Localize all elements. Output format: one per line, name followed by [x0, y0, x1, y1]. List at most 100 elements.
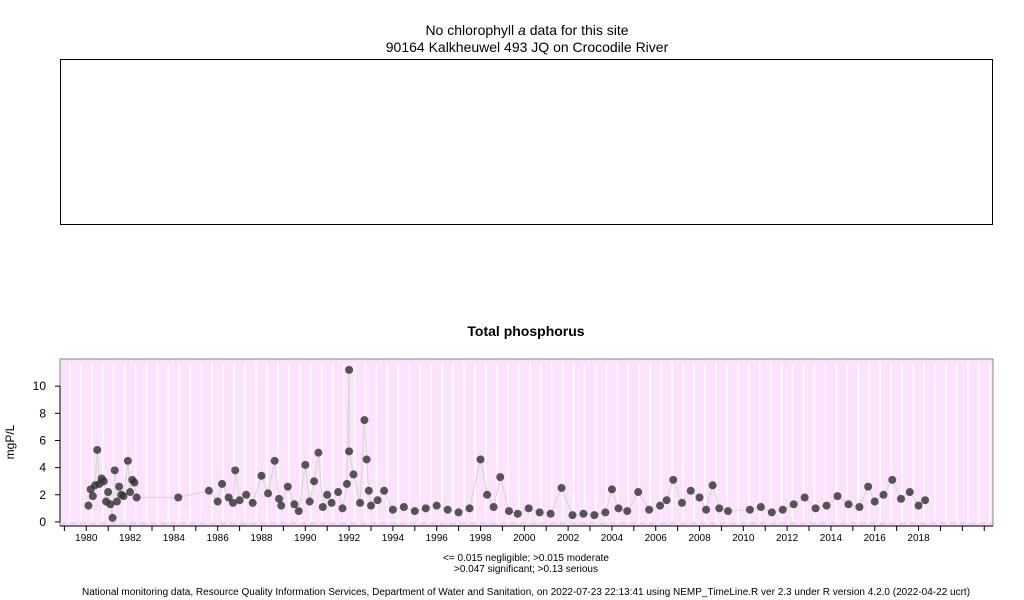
chlorophyll-empty-panel: [60, 59, 993, 225]
data-point: [879, 490, 888, 499]
data-point: [342, 479, 351, 488]
data-point: [454, 508, 463, 517]
y-tick-label: 4: [39, 461, 46, 475]
data-point: [88, 492, 97, 501]
data-point: [115, 482, 124, 491]
data-point: [702, 505, 711, 514]
x-tick-label: 2018: [907, 533, 930, 544]
data-point: [104, 488, 113, 497]
data-point: [318, 502, 327, 511]
data-point: [174, 493, 183, 502]
data-point: [715, 504, 724, 513]
data-point: [623, 507, 632, 516]
data-point: [833, 492, 842, 501]
data-point: [800, 493, 809, 502]
data-point: [323, 490, 332, 499]
data-point: [662, 496, 671, 505]
y-tick-label: 10: [33, 379, 47, 393]
data-point: [99, 477, 108, 486]
data-point: [110, 466, 119, 475]
data-point: [257, 471, 266, 480]
data-point: [811, 504, 820, 513]
data-point: [897, 494, 906, 503]
data-point: [601, 508, 610, 517]
data-point: [345, 365, 354, 374]
x-tick-label: 1990: [294, 533, 317, 544]
data-point: [338, 504, 347, 513]
data-point: [380, 486, 389, 495]
x-tick-label: 1996: [426, 533, 449, 544]
data-point: [108, 513, 117, 522]
x-tick-label: 1982: [119, 533, 142, 544]
data-point: [723, 507, 732, 516]
plot-background: [60, 359, 993, 526]
x-tick-label: 2002: [557, 533, 580, 544]
data-point: [870, 497, 879, 506]
data-point: [443, 505, 452, 514]
data-point: [546, 509, 555, 518]
data-point: [314, 448, 323, 457]
data-point: [224, 493, 233, 502]
x-tick-label: 2000: [513, 533, 536, 544]
data-point: [579, 509, 588, 518]
data-point: [128, 475, 137, 484]
x-tick-label: 2016: [864, 533, 887, 544]
data-point: [213, 497, 222, 506]
data-point: [345, 447, 354, 456]
data-point: [695, 493, 704, 502]
y-tick-label: 8: [39, 406, 46, 420]
data-point: [373, 496, 382, 505]
x-tick-label: 2010: [732, 533, 755, 544]
data-point: [301, 460, 310, 469]
data-point: [489, 502, 498, 511]
data-point: [218, 479, 227, 488]
data-point: [310, 477, 319, 486]
data-point: [126, 488, 135, 497]
data-point: [745, 505, 754, 514]
data-point: [275, 494, 284, 503]
data-point: [356, 498, 365, 507]
data-point: [557, 483, 566, 492]
data-point: [432, 501, 441, 510]
data-point: [235, 496, 244, 505]
data-point: [483, 490, 492, 499]
data-point: [864, 482, 873, 491]
data-point: [367, 501, 375, 510]
data-point: [229, 498, 238, 507]
data-point: [590, 511, 599, 520]
data-point: [914, 501, 923, 510]
y-tick-label: 0: [39, 515, 46, 529]
data-point: [112, 497, 121, 506]
x-tick-label: 2012: [776, 533, 799, 544]
x-tick-label: 2008: [688, 533, 711, 544]
data-point: [778, 505, 787, 514]
data-point: [123, 456, 132, 465]
x-tick-label: 2006: [645, 533, 668, 544]
data-point: [204, 486, 213, 495]
y-tick-label: 2: [39, 488, 46, 502]
data-point: [270, 456, 279, 465]
data-point: [645, 505, 654, 514]
data-point: [410, 507, 419, 516]
data-point: [231, 466, 240, 475]
data-point: [388, 505, 397, 514]
data-point: [669, 475, 678, 484]
data-point: [117, 490, 126, 499]
data-point: [476, 455, 485, 464]
x-tick-label: 1992: [338, 533, 361, 544]
data-point: [535, 508, 544, 517]
data-point: [91, 481, 100, 490]
chla-title: No chlorophyll a data for this site: [0, 22, 1024, 38]
x-tick-label: 1988: [250, 533, 273, 544]
data-point: [399, 502, 408, 511]
data-point: [607, 485, 616, 494]
data-point: [656, 501, 665, 510]
data-point: [513, 509, 522, 518]
x-tick-label: 2014: [820, 533, 843, 544]
data-point: [360, 416, 369, 425]
threshold-caption-2: >0.047 significant; >0.13 serious: [454, 564, 598, 575]
x-tick-label: 2004: [601, 533, 624, 544]
data-point: [264, 489, 273, 498]
data-point: [334, 488, 343, 497]
